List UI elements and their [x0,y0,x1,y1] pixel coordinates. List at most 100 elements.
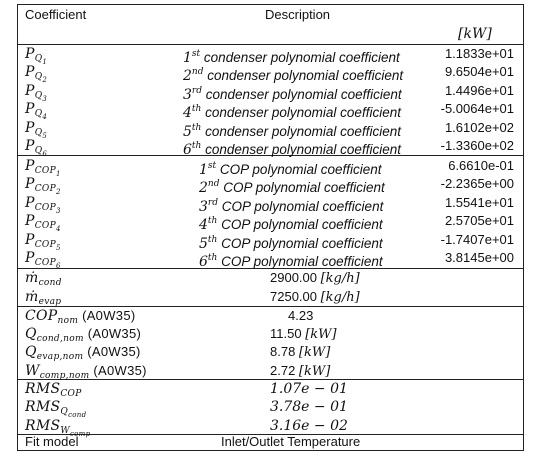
table-rule-nominal [17,379,524,380]
cop-symbol-sub-index: 2 [55,188,61,197]
flow-value: 7250.00 [kg/h] [270,288,360,307]
rms-symbol-sub: Qcond [60,407,86,419]
q-description-text: condenser polynomial coefficient [200,50,400,65]
flow-value-number: 7250.00 [270,288,321,304]
q-symbol-sub: Q1 [34,54,47,66]
cop-description: 3rd COP polynomial coefficient [199,194,383,216]
q-ordinal-number: 2 [183,68,192,85]
cop-ordinal-number: 1 [199,162,208,178]
q-description: 1st condenser polynomial coefficient [183,45,400,67]
cop-ordinal-suffix: th [207,234,218,245]
table-rule-q [17,155,524,156]
q-ordinal-suffix: nd [191,67,204,78]
q-symbol-sub-name: Q [34,109,43,120]
q-symbol: PQ1 [25,45,47,71]
q-description: 2nd condenser polynomial coefficient [183,63,403,85]
cop-symbol-base: P [25,231,35,248]
cop-ordinal-number: 6 [199,254,208,270]
flow-symbol-base: ṁ [25,288,39,305]
cop-description: 6th COP polynomial coefficient [199,249,383,271]
cop-symbol-base: P [25,158,35,174]
nominal-symbol-sub: comp,nom [39,370,90,381]
q-ordinal-number: 4 [183,105,192,122]
q-description-text: condenser polynomial coefficient [203,68,404,84]
flow-symbol: ṁevap [25,288,61,311]
q-description: 5th condenser polynomial coefficient [183,119,401,141]
q-value: 1.4496e+01 [444,82,514,98]
q-symbol-sub-name: Q [34,90,43,101]
nominal-value: 8.78 [kW] [270,343,330,362]
cop-ordinal: 3rd [199,198,218,215]
cop-value: -1.7407e+01 [440,231,514,247]
coefficient-table: Coefficient Description [kW] PQ1 1st cond… [17,4,524,451]
nominal-symbol: Qevap,nom (A0W35) [25,343,141,366]
q-symbol-sub-index: 4 [42,113,48,122]
rms-symbol-sub: Wcomp [60,426,90,438]
nominal-value-number: 2.72 [270,362,299,378]
cop-ordinal: 1st [199,161,216,178]
cop-ordinal-suffix: nd [207,179,220,190]
q-ordinal: 5th [183,122,202,140]
nominal-symbol: Qcond,nom (A0W35) [25,325,141,348]
rms-value: 3.78e − 01 [270,399,348,416]
rms-symbol: RMSWcomp [25,417,90,443]
q-symbol-sub: Q3 [34,90,48,103]
cop-symbol-sub: COP3 [35,203,61,215]
cop-ordinal: 4th [199,216,218,233]
q-symbol-base: P [25,101,35,118]
rms-symbol-sub: COP [60,389,81,399]
cop-description: 1st COP polynomial coefficient [199,157,382,179]
cop-description-text: COP polynomial coefficient [217,254,383,269]
q-ordinal: 1st [183,49,201,66]
q-symbol-base: P [25,119,35,136]
flow-symbol: ṁcond [25,269,62,292]
q-ordinal-suffix: th [191,122,202,133]
q-symbol-sub-index: 3 [42,94,48,103]
cop-description-text: COP polynomial coefficient [217,217,383,233]
flow-symbol-sub: cond [38,278,62,288]
header-unit: [kW] [458,26,492,42]
rms-symbol-sub-name: COP [60,389,82,399]
cop-symbol-sub: COP6 [35,258,61,270]
nominal-value: 11.50 [kW] [270,325,337,344]
nominal-condition: (A0W35) [78,308,136,323]
rms-value: 1.07e − 01 [270,381,348,397]
cop-description: 2nd COP polynomial coefficient [199,175,385,197]
cop-ordinal: 5th [199,234,218,252]
q-symbol: PQ4 [25,100,47,126]
header-coefficient: Coefficient [25,7,87,22]
cop-ordinal-suffix: th [207,216,218,227]
nominal-symbol: COPnom (A0W35) [25,307,135,330]
cop-symbol-base: P [25,194,35,211]
table-rule-header [17,44,524,45]
cop-symbol-sub-index: 3 [55,206,61,215]
cop-symbol: PCOP4 [25,212,61,238]
table-rule-cop [17,268,524,269]
q-ordinal-number: 1 [183,50,192,66]
nominal-symbol-sub: nom [57,316,79,326]
q-symbol: PQ3 [25,82,47,108]
cop-symbol-base: P [25,213,35,230]
rms-symbol-base: RMS [25,381,61,397]
cop-symbol-sub-name: COP [34,221,56,232]
q-value: 9.6504e+01 [444,64,514,80]
nominal-symbol-base: W [25,362,40,379]
q-ordinal: 6th [183,141,201,158]
cop-symbol-base: P [25,250,35,266]
table-border-right [523,4,524,451]
q-ordinal-suffix: st [191,49,201,59]
q-symbol-sub-index: 5 [42,131,48,140]
cop-symbol-sub: COP5 [35,240,61,252]
q-symbol-sub-index: 6 [42,150,48,158]
table-rule-rms [17,434,524,435]
nominal-value-number: 8.78 [270,344,299,360]
cop-symbol: PCOP5 [25,231,61,257]
nominal-symbol-base: COP [25,308,58,324]
cop-description-text: COP polynomial coefficient [219,180,385,196]
q-ordinal: 3rd [183,86,202,103]
q-symbol-sub-name: Q [34,72,43,83]
q-description-text: condenser polynomial coefficient [201,123,401,139]
cop-symbol-sub: COP2 [35,184,61,197]
q-symbol-sub-name: Q [34,54,43,64]
rms-symbol: RMSCOP [25,380,82,403]
